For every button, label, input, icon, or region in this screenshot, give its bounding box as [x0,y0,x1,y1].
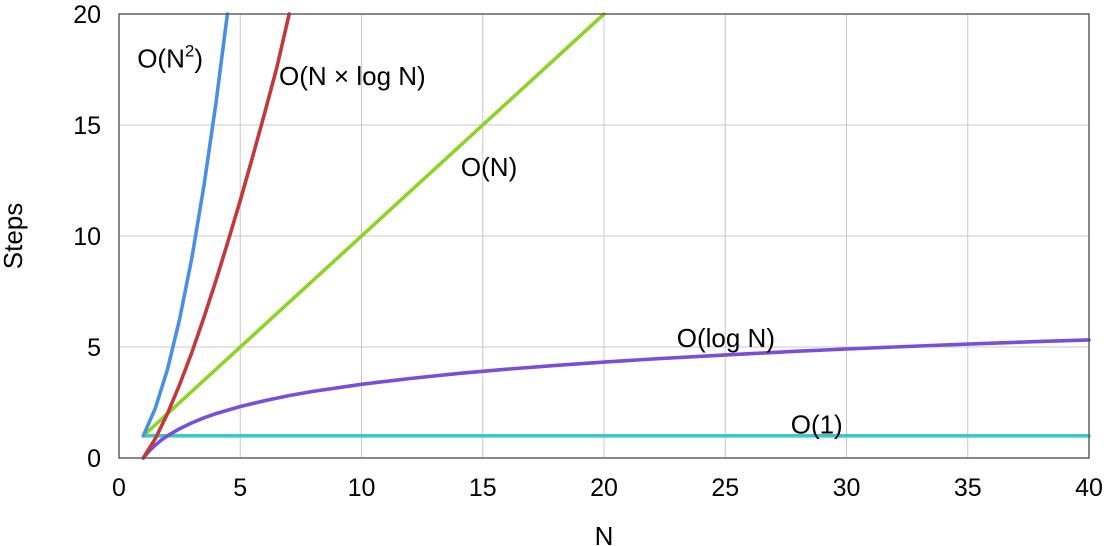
series-lines [141,12,1091,460]
x-tick-label: 40 [1075,474,1103,502]
plot-frame [118,13,1090,459]
series-label-nlogn: O(N × log N) [279,61,426,91]
series-label-n2: O(N2) [137,41,203,73]
x-tick-label: 35 [954,474,982,502]
x-tick-label: 0 [112,474,126,502]
axis-ticks: 0 5 10 15 20 25 30 35 40 0 5 10 15 20 [73,1,1103,502]
series-line-logn [141,338,1091,460]
x-tick-label: 20 [590,474,618,502]
x-tick-label: 25 [711,474,739,502]
series-line-nlogn [141,12,291,460]
y-tick-label: 20 [73,1,101,29]
series-label-n2-close: ) [194,43,203,73]
series-label-n: O(N) [461,152,517,182]
series-line-n [141,12,606,438]
y-tick-label: 15 [73,112,101,140]
x-tick-label: 5 [233,474,247,502]
series-label-n2-exponent: 2 [185,41,194,60]
y-axis-title: Steps [0,203,28,270]
series-label-logn: O(log N) [677,323,775,353]
x-tick-label: 30 [833,474,861,502]
y-tick-label: 0 [87,445,101,473]
x-tick-label: 10 [348,474,376,502]
x-axis-title: N [595,521,614,546]
y-tick-label: 10 [73,223,101,251]
x-tick-label: 15 [469,474,497,502]
grid [118,13,1090,459]
series-label-const: O(1) [791,410,843,440]
y-tick-label: 5 [87,334,101,362]
series-line-n2 [141,12,230,438]
series-label-n2-base: O(N [137,43,185,73]
